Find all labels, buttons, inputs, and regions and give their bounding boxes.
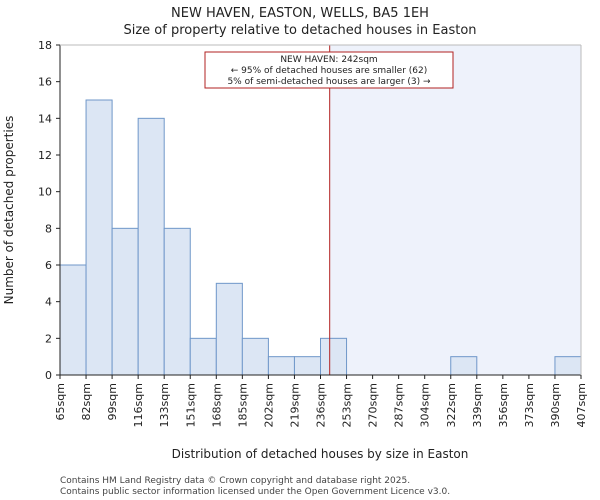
footer-copyright: Contains HM Land Registry data © Crown c… <box>60 476 410 486</box>
x-tick-label: 133sqm <box>158 383 171 427</box>
annotation-line-3: 5% of semi-detached houses are larger (3… <box>227 77 431 87</box>
x-tick-label: 151sqm <box>184 383 197 427</box>
y-ticks: 0 2 4 6 8 10 12 14 16 18 <box>38 39 60 382</box>
bar-185sqm <box>241 337 269 376</box>
bars-group <box>59 99 582 376</box>
x-tick-label: 373sqm <box>523 383 536 427</box>
y-tick-label: 14 <box>38 112 52 125</box>
x-tick-label: 339sqm <box>471 383 484 427</box>
chart-subtitle: Size of property relative to detached ho… <box>123 23 476 38</box>
y-tick-label: 2 <box>45 332 52 345</box>
y-axis-label: Number of detached properties <box>2 116 16 305</box>
y-tick-label: 10 <box>38 186 52 199</box>
y-tick-label: 16 <box>38 76 52 89</box>
x-tick-label: 356sqm <box>497 383 510 427</box>
x-tick-label: 304sqm <box>419 383 432 427</box>
annotation-frame <box>204 51 454 89</box>
y-tick-label: 8 <box>45 222 52 235</box>
x-tick-label: 270sqm <box>367 383 380 427</box>
x-tick-label: 219sqm <box>288 383 301 427</box>
x-ticks: 65sqm 82sqm 99sqm 116sqm 133sqm 151sqm 168sqm 1… <box>54 375 588 427</box>
y-tick-label: 18 <box>38 39 52 52</box>
x-tick-label: 287sqm <box>393 383 406 427</box>
x-tick-label: 99sqm <box>106 383 119 420</box>
x-tick-label: 253sqm <box>341 383 354 427</box>
y-tick-label: 6 <box>45 259 52 272</box>
bar-168sqm <box>215 282 243 376</box>
bar-133sqm <box>163 227 191 376</box>
chart-title: NEW HAVEN, EASTON, WELLS, BA5 1EH <box>171 6 429 21</box>
bar-322sqm <box>450 356 478 376</box>
annotation-line-2: ← 95% of detached houses are smaller (62… <box>231 66 428 76</box>
y-tick-label: 4 <box>45 296 52 309</box>
plot-frame <box>59 44 582 376</box>
larger-region-shade <box>329 45 581 375</box>
bar-99sqm <box>111 227 139 376</box>
bar-236sqm <box>320 337 348 376</box>
x-axis-label: Distribution of detached houses by size … <box>172 447 469 461</box>
x-tick-label: 168sqm <box>210 383 223 427</box>
x-tick-label: 82sqm <box>80 383 93 420</box>
bar-65sqm <box>59 264 87 376</box>
y-tick-label: 12 <box>38 149 52 162</box>
x-tick-label: 65sqm <box>54 383 67 420</box>
x-tick-label: 407sqm <box>575 383 588 427</box>
x-tick-label: 202sqm <box>262 383 275 427</box>
x-tick-label: 236sqm <box>315 383 328 427</box>
footer-licence: Contains public sector information licen… <box>60 487 450 497</box>
annotation-line-1: NEW HAVEN: 242sqm <box>280 55 377 65</box>
bar-151sqm <box>189 337 217 376</box>
y-tick-label: 0 <box>45 369 52 382</box>
x-tick-label: 390sqm <box>549 383 562 427</box>
bar-116sqm <box>137 117 165 376</box>
x-tick-label: 322sqm <box>445 383 458 427</box>
annotation-box: NEW HAVEN: 242sqm ← 95% of detached hous… <box>204 51 454 89</box>
x-tick-label: 116sqm <box>132 383 145 427</box>
bar-219sqm <box>293 356 322 376</box>
x-tick-label: 185sqm <box>236 383 249 427</box>
bar-390sqm <box>554 356 582 376</box>
bar-202sqm <box>267 356 295 376</box>
bar-82sqm <box>85 99 113 376</box>
